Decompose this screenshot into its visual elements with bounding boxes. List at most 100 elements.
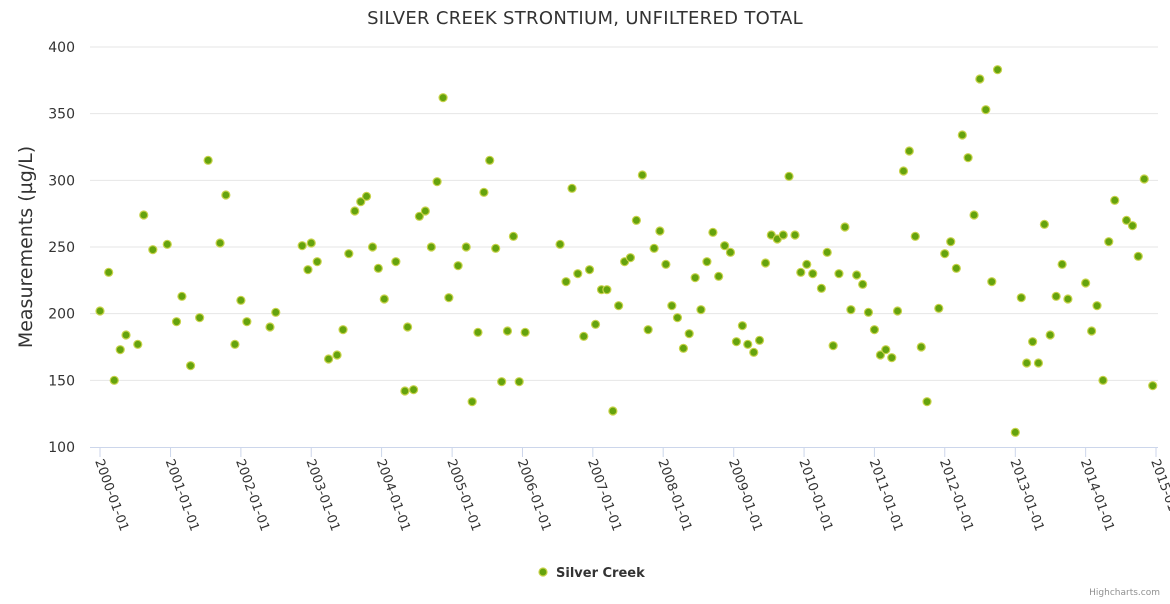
data-point[interactable]	[133, 339, 143, 349]
data-point[interactable]	[834, 269, 844, 279]
data-point[interactable]	[461, 242, 471, 252]
data-point[interactable]	[338, 325, 348, 335]
data-point[interactable]	[1051, 291, 1061, 301]
data-point[interactable]	[749, 347, 759, 357]
data-point[interactable]	[708, 227, 718, 237]
credits-link[interactable]: Highcharts.com	[1089, 588, 1160, 598]
data-point[interactable]	[215, 238, 225, 248]
data-point[interactable]	[637, 170, 647, 180]
data-point[interactable]	[661, 259, 671, 269]
data-point[interactable]	[725, 247, 736, 257]
data-point[interactable]	[1092, 301, 1102, 311]
data-point[interactable]	[992, 65, 1003, 75]
data-point[interactable]	[491, 243, 501, 253]
data-point[interactable]	[743, 339, 753, 349]
data-point[interactable]	[350, 206, 360, 216]
data-point[interactable]	[816, 283, 827, 293]
data-point[interactable]	[221, 190, 231, 200]
data-point[interactable]	[672, 313, 683, 323]
data-point[interactable]	[438, 93, 448, 103]
data-point[interactable]	[790, 230, 800, 240]
data-point[interactable]	[361, 191, 372, 201]
data-point[interactable]	[904, 146, 914, 156]
data-point[interactable]	[975, 74, 985, 84]
data-point[interactable]	[1104, 237, 1114, 247]
data-point[interactable]	[1033, 358, 1044, 368]
data-point[interactable]	[922, 397, 932, 407]
data-point[interactable]	[203, 155, 213, 165]
legend[interactable]: Silver Creek	[538, 566, 645, 581]
data-point[interactable]	[869, 325, 880, 335]
data-point[interactable]	[737, 321, 747, 331]
data-point[interactable]	[934, 303, 944, 313]
data-point[interactable]	[840, 222, 850, 232]
data-point[interactable]	[104, 267, 114, 277]
data-point[interactable]	[420, 206, 430, 216]
data-point[interactable]	[473, 327, 483, 337]
data-point[interactable]	[981, 105, 991, 115]
data-point[interactable]	[940, 249, 950, 259]
data-point[interactable]	[1028, 337, 1038, 347]
data-point[interactable]	[1016, 293, 1026, 303]
data-point[interactable]	[892, 306, 903, 316]
data-point[interactable]	[344, 249, 354, 259]
data-point[interactable]	[567, 183, 577, 193]
data-point[interactable]	[453, 261, 463, 271]
data-point[interactable]	[514, 377, 524, 387]
data-point[interactable]	[951, 263, 961, 273]
data-point[interactable]	[1133, 251, 1143, 261]
data-point[interactable]	[625, 253, 636, 263]
data-point[interactable]	[508, 231, 519, 241]
data-point[interactable]	[1045, 330, 1055, 340]
data-point[interactable]	[579, 331, 589, 341]
data-point[interactable]	[863, 307, 874, 317]
data-point[interactable]	[379, 294, 389, 304]
data-point[interactable]	[614, 301, 624, 311]
data-point[interactable]	[822, 247, 832, 257]
data-point[interactable]	[643, 325, 653, 335]
data-point[interactable]	[602, 285, 612, 295]
data-point[interactable]	[696, 305, 706, 315]
data-point[interactable]	[1127, 221, 1138, 231]
data-point[interactable]	[414, 211, 424, 221]
data-point[interactable]	[963, 153, 973, 163]
data-point[interactable]	[265, 322, 275, 332]
data-point[interactable]	[109, 375, 119, 385]
data-point[interactable]	[916, 342, 926, 352]
data-point[interactable]	[910, 231, 920, 241]
data-point[interactable]	[502, 326, 513, 336]
data-point[interactable]	[881, 345, 891, 355]
data-point[interactable]	[887, 353, 897, 363]
data-point[interactable]	[584, 265, 595, 275]
data-point[interactable]	[828, 341, 838, 351]
data-point[interactable]	[573, 269, 583, 279]
data-point[interactable]	[808, 269, 818, 279]
data-point[interactable]	[1139, 174, 1149, 184]
data-point[interactable]	[802, 259, 812, 269]
data-point[interactable]	[731, 337, 742, 347]
data-point[interactable]	[195, 313, 205, 323]
data-point[interactable]	[631, 215, 641, 225]
data-point[interactable]	[1057, 259, 1067, 269]
data-point[interactable]	[467, 397, 477, 407]
data-point[interactable]	[162, 239, 172, 249]
data-point[interactable]	[778, 230, 788, 240]
data-point[interactable]	[177, 291, 187, 301]
data-point[interactable]	[444, 293, 454, 303]
data-point[interactable]	[121, 330, 131, 340]
data-point[interactable]	[148, 245, 158, 255]
data-point[interactable]	[846, 305, 856, 315]
data-point[interactable]	[356, 197, 366, 207]
data-point[interactable]	[760, 258, 771, 268]
data-point[interactable]	[754, 335, 765, 345]
data-point[interactable]	[1121, 215, 1132, 225]
data-point[interactable]	[139, 210, 149, 220]
data-point[interactable]	[957, 130, 967, 140]
data-point[interactable]	[1098, 375, 1108, 385]
data-point[interactable]	[987, 277, 997, 287]
data-point[interactable]	[426, 242, 436, 252]
data-point[interactable]	[1148, 381, 1158, 391]
data-point[interactable]	[497, 377, 507, 387]
data-point[interactable]	[590, 319, 601, 329]
data-point[interactable]	[432, 177, 442, 187]
